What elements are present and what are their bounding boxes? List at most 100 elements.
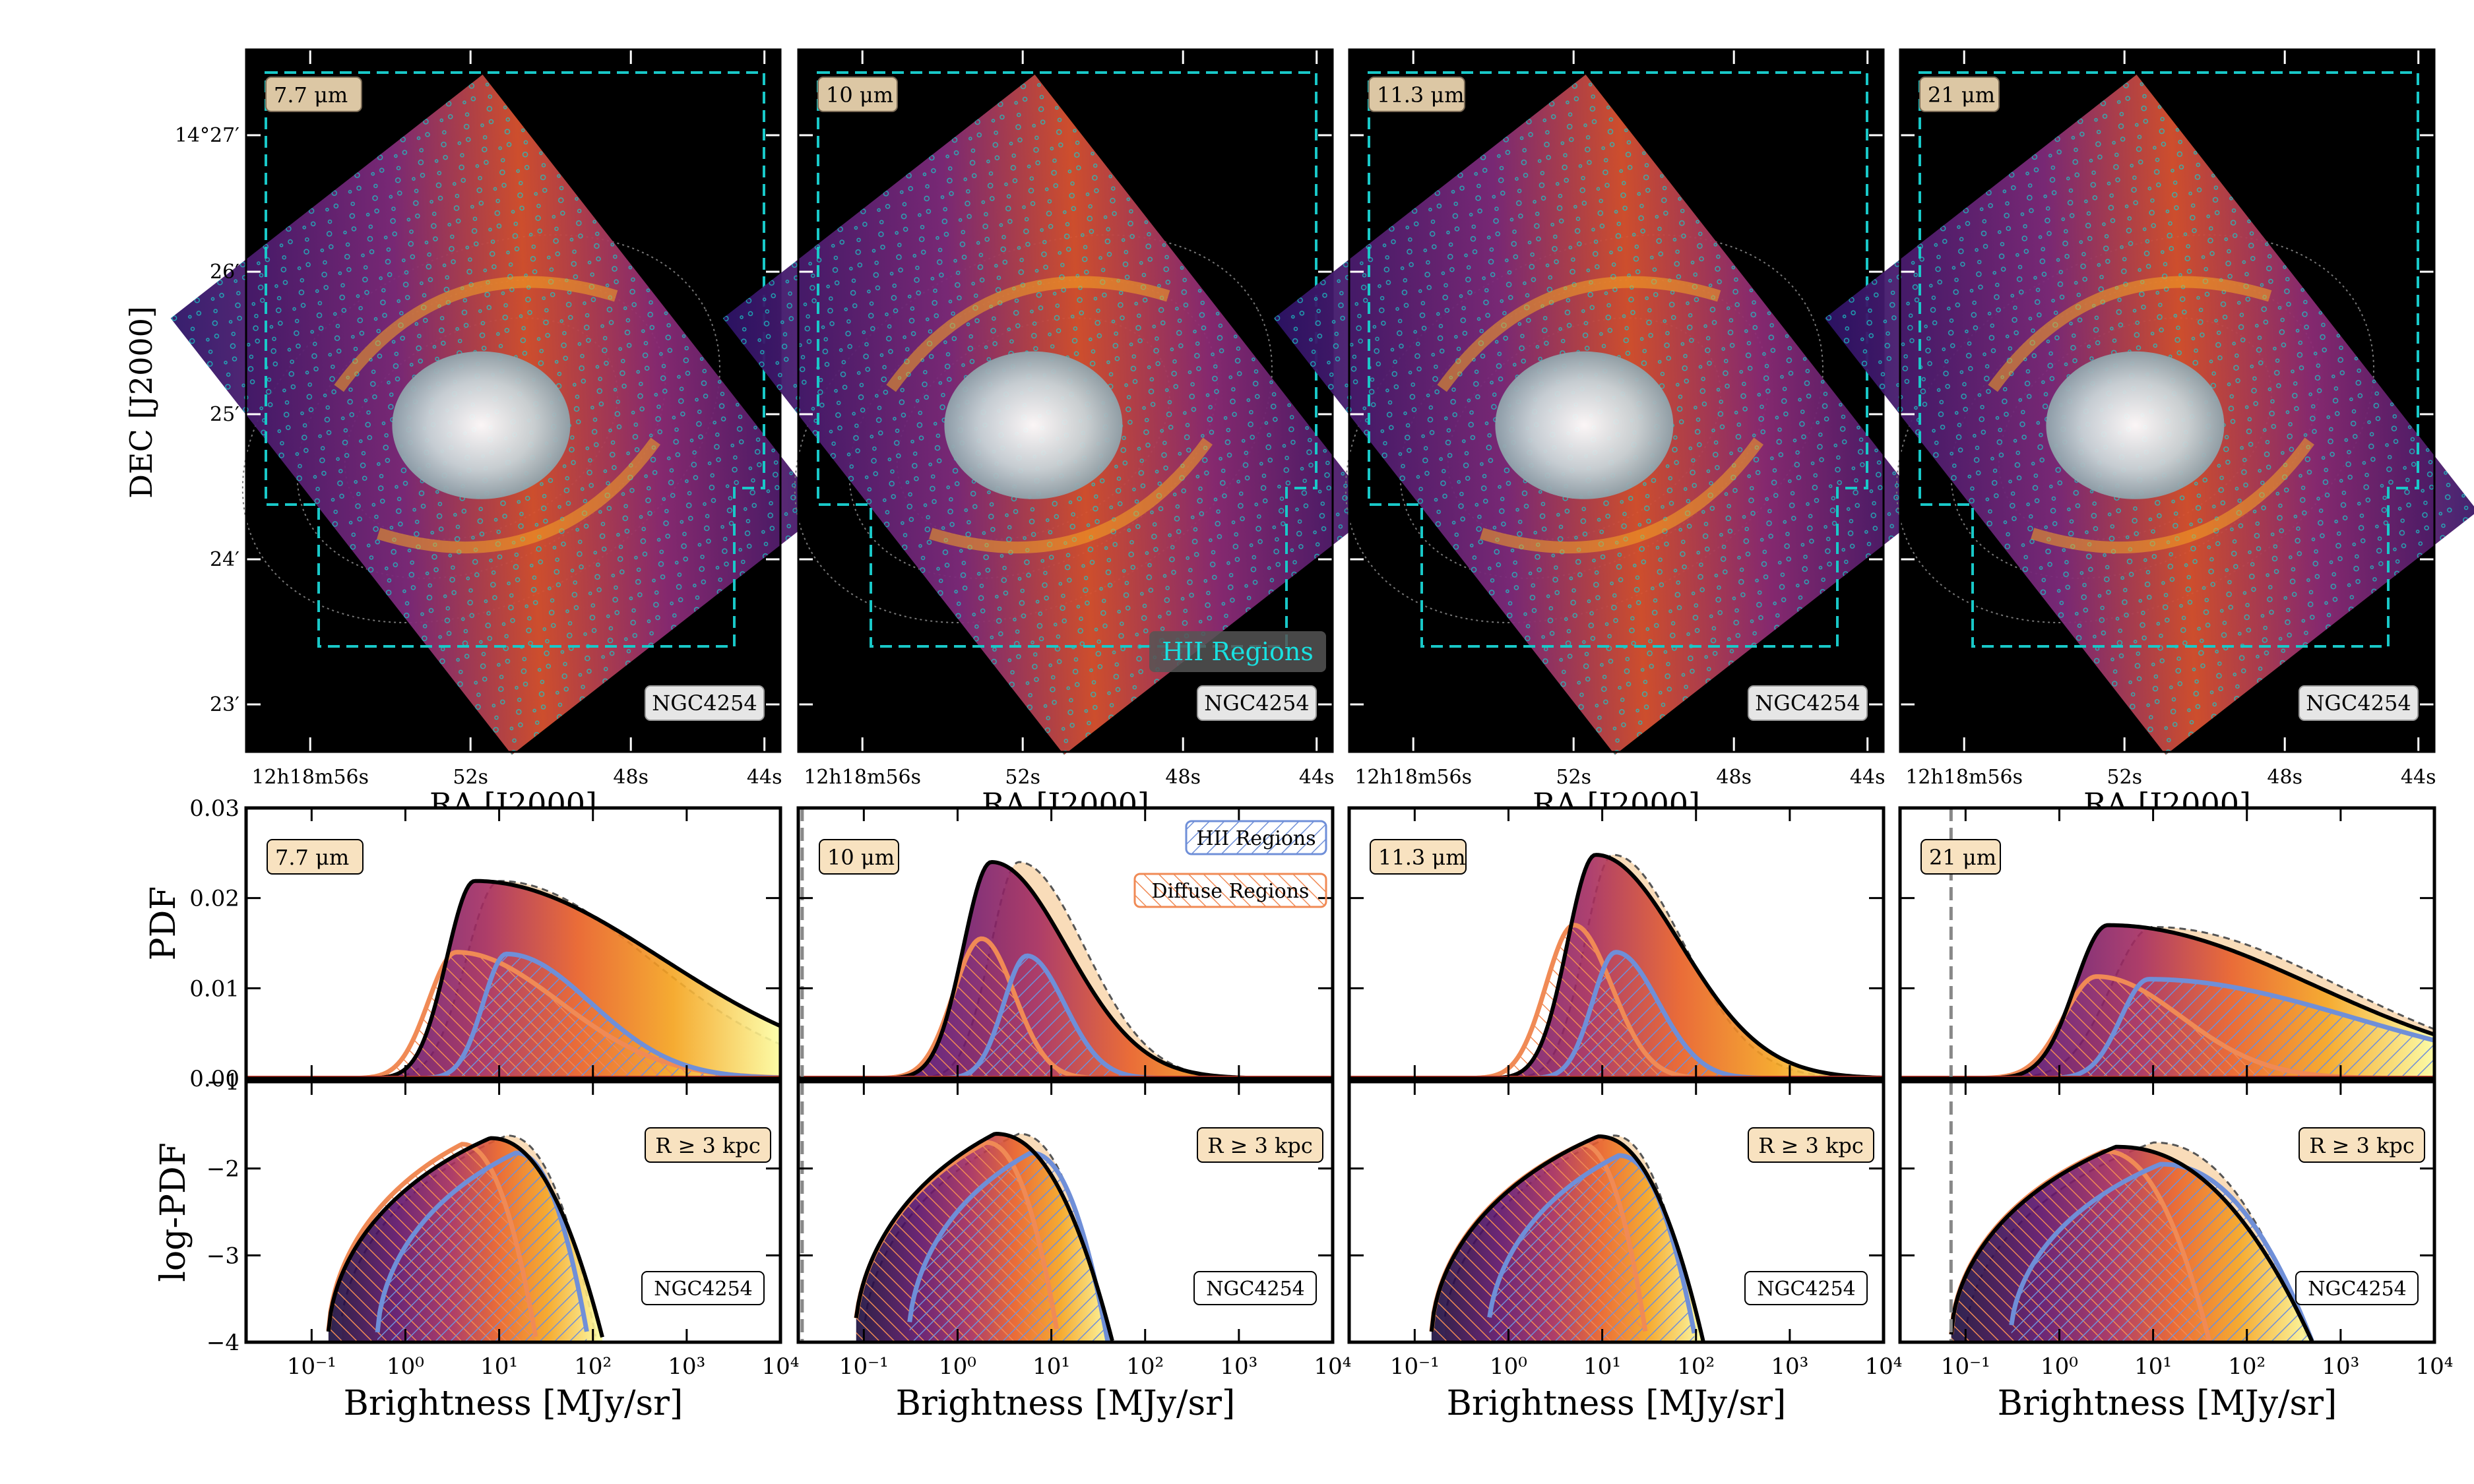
x-tick-label: 10¹ (1032, 1353, 1070, 1380)
footprint-outline (1919, 71, 2419, 648)
band-label: 21 μm (1929, 845, 1996, 870)
x-tick-label: 10⁻¹ (1941, 1353, 1990, 1380)
plot-frame (796, 1080, 1335, 1344)
spiral-arm (334, 276, 618, 392)
galaxy-label-box (2299, 685, 2419, 721)
ra-tick-label: 48s (613, 766, 649, 789)
total-line (1949, 1144, 2314, 1342)
legend-label: HII Regions (1162, 637, 1314, 666)
galaxy-label-box (1748, 685, 1868, 721)
ra-tick-label: 52s (1005, 766, 1040, 789)
ra-tick-label: 12h18m56s (804, 766, 921, 789)
galaxy-label-box (645, 685, 765, 721)
dec-tick-label: 24′ (210, 548, 239, 571)
ra-tick-label: 12h18m56s (251, 766, 369, 789)
hii-hatch (909, 1153, 1108, 1342)
band-label-box (1919, 77, 2000, 112)
masked-center (392, 351, 571, 499)
ra-tick-label: 52s (1556, 766, 1591, 789)
all-pixels-line (1443, 1134, 1696, 1334)
spiral-arm (377, 437, 660, 554)
y-tick-label: −2 (206, 1156, 239, 1183)
all-pixels-line (1349, 853, 1884, 1080)
plot-frame (244, 806, 782, 1080)
y-tick-label: −1 (206, 1069, 239, 1096)
x-tick-label: 10⁰ (1490, 1353, 1527, 1380)
band-label: 21 μm (1928, 82, 1995, 108)
x-tick-label: 10⁴ (2416, 1353, 2454, 1380)
masked-center (944, 351, 1123, 499)
radius-label: R ≥ 3 kpc (655, 1133, 761, 1158)
total-area (798, 862, 1333, 1078)
image-panel: 10 μm NGC4254 HII Regions 12h18m56s 52s 48s 44… (722, 48, 1376, 822)
galaxy-label-box (1197, 685, 1317, 721)
ra-tick-label: 52s (2107, 766, 2142, 789)
y-tick-label: −3 (206, 1243, 239, 1269)
galaxy-label-box (1193, 1271, 1317, 1305)
x-axis-label: Brightness [MJy/sr] (344, 1384, 683, 1423)
band-label-box (265, 77, 362, 112)
plot-frame (1347, 806, 1886, 1080)
band-label-box (1370, 839, 1467, 875)
dec-tick-label: 26′ (210, 261, 239, 284)
radius-label: R ≥ 3 kpc (2309, 1133, 2415, 1158)
band-label-box (1368, 77, 1465, 112)
galaxy-label: NGC4254 (1206, 1278, 1305, 1301)
x-tick-label: 10¹ (2134, 1353, 2172, 1380)
hii-hatch (377, 1153, 587, 1342)
y-tick-label: 0.01 (189, 975, 239, 1002)
pdf-row: 7.7 μm 0.00 0.01 0.02 0.03 10 μm HII Regions Di… (189, 795, 2436, 1092)
plot-frame (244, 1080, 782, 1344)
image-frame (1348, 48, 1885, 753)
plot-frame (796, 806, 1335, 1080)
y-tick-label: 0.03 (189, 795, 239, 822)
logpdf-panel: R ≥ 3 kpc NGC4254 10⁻¹ 10⁰ 10¹ 10² 10³ 10⁴ Brigh… (1898, 1080, 2454, 1423)
ra-tick-label: 44s (1299, 766, 1335, 789)
galaxy-label: NGC4254 (1757, 1278, 1856, 1301)
plot-frame (1347, 1080, 1886, 1344)
band-label: 7.7 μm (274, 82, 348, 108)
legend-box (1149, 631, 1326, 672)
masked-center (1495, 351, 1674, 499)
radius-label-box (1197, 1127, 1323, 1163)
band-label: 7.7 μm (275, 845, 349, 870)
image-frame (1899, 48, 2436, 753)
ra-tick-label: 12h18m56s (1354, 766, 1472, 789)
dec-axis-label: DEC [J2000] (123, 306, 159, 499)
radius-label: R ≥ 3 kpc (1207, 1133, 1313, 1158)
x-tick-label: 10³ (668, 1353, 705, 1380)
x-axis-label: Brightness [MJy/sr] (1998, 1384, 2337, 1423)
plot-frame (1898, 806, 2436, 1080)
galaxy-label: NGC4254 (2306, 691, 2411, 716)
ra-tick-label: 44s (747, 766, 782, 789)
masked-center (2046, 351, 2225, 499)
x-tick-label: 10³ (1220, 1353, 1257, 1380)
x-tick-label: 10² (1677, 1353, 1715, 1380)
legend-diffuse-label: Diffuse Regions (1152, 880, 1310, 903)
galaxy-label-box (641, 1271, 765, 1305)
ra-tick-label: 44s (2401, 766, 2436, 789)
logpdf-row: R ≥ 3 kpc NGC4254 10⁻¹ 10⁰ 10¹ 10² 10³ 10⁴ Brigh… (206, 1069, 2454, 1423)
logpdf-panel: R ≥ 3 kpc NGC4254 10⁻¹ 10⁰ 10¹ 10² 10³ 10⁴ Brigh… (1347, 1080, 1902, 1423)
hii-line (2009, 1161, 2314, 1342)
spiral-arm (1480, 437, 1763, 554)
spiral-arm (1988, 276, 2272, 392)
image-frame (797, 48, 1334, 753)
pdf-panel: 11.3 μm (1347, 806, 1886, 1081)
band-label-box (819, 839, 899, 875)
pdf-panel: 10 μm HII Regions Diffuse Regions (796, 806, 1335, 1081)
spiral-arm (886, 276, 1170, 392)
legend-diffuse-box (1133, 873, 1327, 908)
x-tick-label: 10⁻¹ (287, 1353, 336, 1380)
x-tick-label: 10⁻¹ (839, 1353, 889, 1380)
band-label: 10 μm (826, 82, 893, 108)
total-line (1429, 1134, 1705, 1342)
band-label-box (267, 839, 364, 875)
ra-tick-label: 48s (1165, 766, 1201, 789)
galaxy-label: NGC4254 (1204, 691, 1309, 716)
diffuse-line (326, 1142, 538, 1338)
galaxy-label-box (1744, 1271, 1868, 1305)
ra-tick-label: 48s (1716, 766, 1752, 789)
